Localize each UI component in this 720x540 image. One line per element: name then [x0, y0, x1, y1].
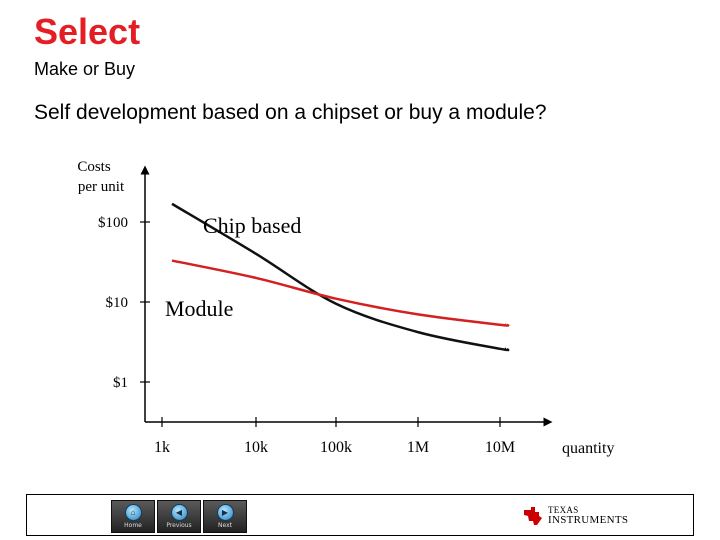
slide-title: Select [34, 11, 141, 52]
ti-logo-icon [524, 507, 542, 525]
y-tick-label: $1 [113, 375, 128, 391]
next-icon: ▶ [216, 504, 234, 521]
y-tick-label: $10 [106, 295, 129, 311]
nav-buttons: ⌂ Home ◀ Previous ▶ Next [111, 500, 249, 533]
previous-button[interactable]: ◀ Previous [157, 500, 201, 533]
home-icon: ⌂ [124, 504, 142, 521]
x-tick-label: 10k [244, 439, 268, 456]
cost-chart: Costs per unit $100 $10 $1 1k 10k 100k 1M 10M C… [77, 159, 614, 457]
x-axis-label: quantity [562, 440, 614, 457]
series-label-chip-based: Chip based [203, 213, 301, 238]
footer-bar: ⌂ Home ◀ Previous ▶ Next TEXAS INSTRUMEN… [26, 494, 694, 536]
previous-icon: ◀ [170, 504, 188, 521]
series-line-module [171, 259, 510, 327]
x-tick-label: 10M [485, 439, 515, 456]
home-button[interactable]: ⌂ Home [111, 500, 155, 533]
y-tick-label: $100 [98, 215, 128, 231]
series-line-chip-based [171, 202, 510, 352]
y-axis-label-line1: Costs [77, 159, 111, 175]
y-axis-label-line2: per unit [78, 179, 125, 195]
ti-logo-line1: TEXAS [548, 505, 579, 515]
x-tick-label: 1k [154, 439, 170, 456]
slide-question: Self development based on a chipset or b… [34, 101, 547, 124]
ti-logo-line2: INSTRUMENTS [548, 514, 629, 526]
home-label: Home [124, 522, 142, 529]
next-button[interactable]: ▶ Next [203, 500, 247, 533]
x-tick-label: 100k [320, 439, 352, 456]
previous-label: Previous [166, 522, 192, 529]
slide-subtitle: Make or Buy [34, 59, 136, 79]
ti-logo: TEXAS INSTRUMENTS [523, 506, 628, 526]
x-tick-label: 1M [407, 439, 429, 456]
series-label-module: Module [165, 296, 233, 321]
next-label: Next [218, 522, 232, 529]
